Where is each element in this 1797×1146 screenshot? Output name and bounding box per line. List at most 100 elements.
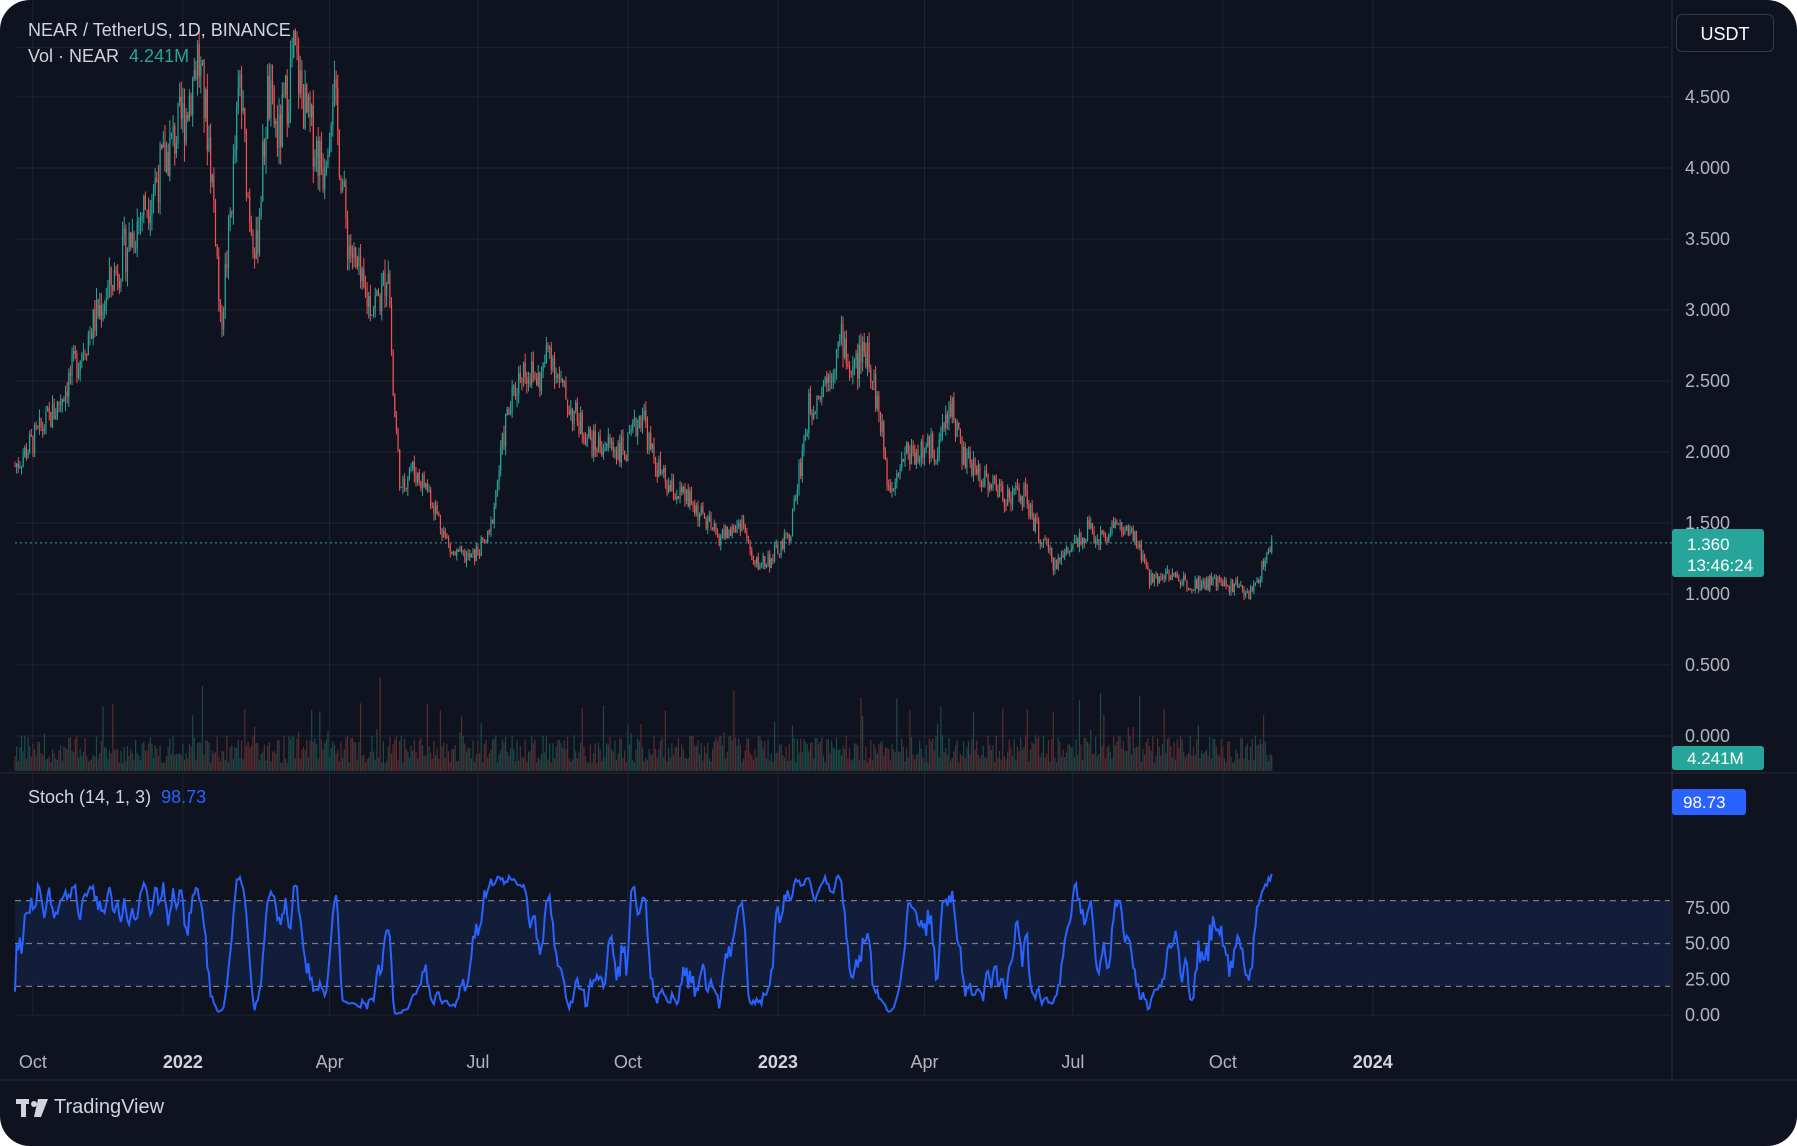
- volume-bar: [493, 738, 495, 771]
- volume-bar: [408, 757, 411, 771]
- candle-body: [298, 53, 300, 95]
- volume-bar: [223, 751, 225, 771]
- volume-bar: [254, 726, 256, 771]
- candle-body: [69, 373, 72, 376]
- stoch-legend-label: Stoch (14, 1, 3): [28, 787, 152, 807]
- candle-body: [568, 410, 570, 415]
- candle-body: [659, 459, 662, 474]
- volume-bar: [788, 744, 790, 771]
- candle-body: [133, 232, 135, 249]
- volume-bar: [1178, 747, 1180, 771]
- candle-body: [1266, 553, 1268, 560]
- volume-bar: [169, 738, 171, 771]
- candle-body: [236, 106, 238, 150]
- volume-bar: [770, 753, 772, 771]
- volume-bar: [985, 758, 988, 771]
- volume-bar: [542, 735, 544, 771]
- volume-bar: [1256, 745, 1258, 771]
- candle-body: [392, 352, 394, 396]
- price-tick-label: 0.500: [1685, 655, 1730, 675]
- volume-bar: [547, 759, 549, 771]
- volume-bar: [164, 762, 166, 771]
- candle-body: [1096, 539, 1098, 541]
- candle-body: [1246, 591, 1248, 593]
- volume-bar: [76, 735, 78, 771]
- volume-bar: [813, 758, 815, 771]
- volume-bar: [159, 745, 161, 771]
- candle-body: [540, 370, 543, 392]
- volume-bar: [1109, 751, 1111, 771]
- candle-body: [1046, 540, 1048, 543]
- volume-bar: [536, 762, 538, 771]
- candle-body: [201, 60, 204, 65]
- candle-body: [306, 84, 308, 113]
- volume-bar: [17, 760, 19, 771]
- candle-body: [769, 554, 771, 568]
- candle-body: [200, 64, 202, 77]
- volume-bar: [710, 761, 712, 771]
- volume-bar: [1095, 736, 1097, 771]
- candle-body: [302, 91, 305, 129]
- candle-body: [465, 555, 468, 563]
- tradingview-logo[interactable]: TradingView: [16, 1096, 164, 1119]
- volume-bar: [803, 739, 805, 771]
- candle-body: [1127, 526, 1129, 536]
- candle-body: [790, 536, 792, 542]
- stoch-tick-label: 0.00: [1685, 1005, 1720, 1025]
- candle-body: [268, 75, 270, 119]
- candle-body: [746, 533, 748, 539]
- volume-bar: [426, 704, 428, 771]
- candle-body: [325, 165, 327, 174]
- candle-body: [1267, 549, 1270, 554]
- volume-bar: [244, 709, 246, 771]
- volume-bar: [53, 753, 55, 771]
- candle-body: [1188, 587, 1190, 591]
- currency-button[interactable]: USDT: [1676, 14, 1774, 52]
- volume-bar: [376, 728, 378, 771]
- volume-bar: [1023, 746, 1025, 771]
- candle-body: [420, 481, 422, 489]
- volume-bar: [183, 759, 186, 771]
- volume-bar: [1266, 755, 1268, 771]
- volume-bar: [55, 758, 57, 771]
- volume-bar: [901, 738, 903, 771]
- volume-legend[interactable]: Vol · NEAR 4.241M: [28, 46, 189, 67]
- candle-body: [271, 80, 274, 90]
- candle-body: [491, 519, 494, 524]
- time-axis: Oct 2022 Apr Jul Oct 2023 Apr Jul Oct 2024: [19, 1052, 1393, 1072]
- candle-body: [1082, 537, 1084, 545]
- candle-body: [534, 371, 536, 379]
- volume-bar: [927, 762, 929, 771]
- candle-body: [50, 412, 52, 427]
- stoch-tick-label: 25.00: [1685, 969, 1730, 989]
- volume-bar: [121, 762, 124, 771]
- volume-bar: [353, 742, 355, 771]
- volume-bar: [263, 744, 265, 771]
- candle-body: [149, 215, 151, 223]
- volume-bar: [306, 740, 308, 771]
- volume-bar: [553, 758, 556, 771]
- candle-body: [971, 463, 973, 475]
- candle-body: [102, 311, 104, 320]
- volume-bar: [1199, 758, 1201, 771]
- candle-body: [366, 292, 368, 307]
- candle-body: [917, 449, 919, 462]
- candle-body: [1137, 545, 1139, 548]
- candle-body: [397, 431, 399, 450]
- volume-bar: [395, 736, 398, 771]
- volume-bar: [915, 754, 917, 771]
- volume-bar: [663, 757, 665, 771]
- stoch-legend[interactable]: Stoch (14, 1, 3) 98.73: [28, 787, 206, 808]
- volume-bar: [224, 760, 226, 771]
- volume-bar: [624, 750, 626, 771]
- candle-body: [128, 232, 130, 252]
- volume-bar: [77, 757, 80, 771]
- candle-body: [399, 449, 401, 488]
- volume-bar: [1158, 747, 1160, 771]
- pair-title[interactable]: NEAR / TetherUS, 1D, BINANCE: [28, 20, 291, 41]
- candle-body: [301, 70, 303, 92]
- candle-body: [19, 466, 21, 468]
- candle-body: [505, 414, 507, 447]
- candle-body: [599, 436, 601, 448]
